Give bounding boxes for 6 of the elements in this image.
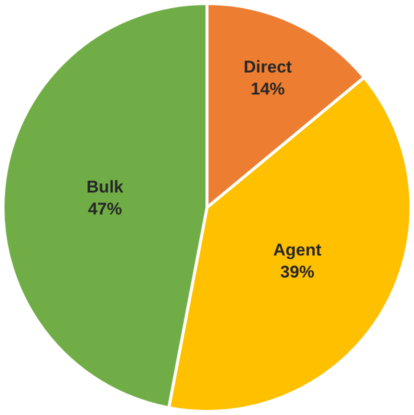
- slice-label: Direct: [244, 57, 292, 76]
- data-label: 47%: [88, 199, 122, 218]
- slice-label: Agent: [273, 240, 322, 260]
- data-label: 39%: [280, 262, 314, 282]
- data-label: 14%: [250, 80, 285, 99]
- slice-label: Bulk: [86, 177, 124, 196]
